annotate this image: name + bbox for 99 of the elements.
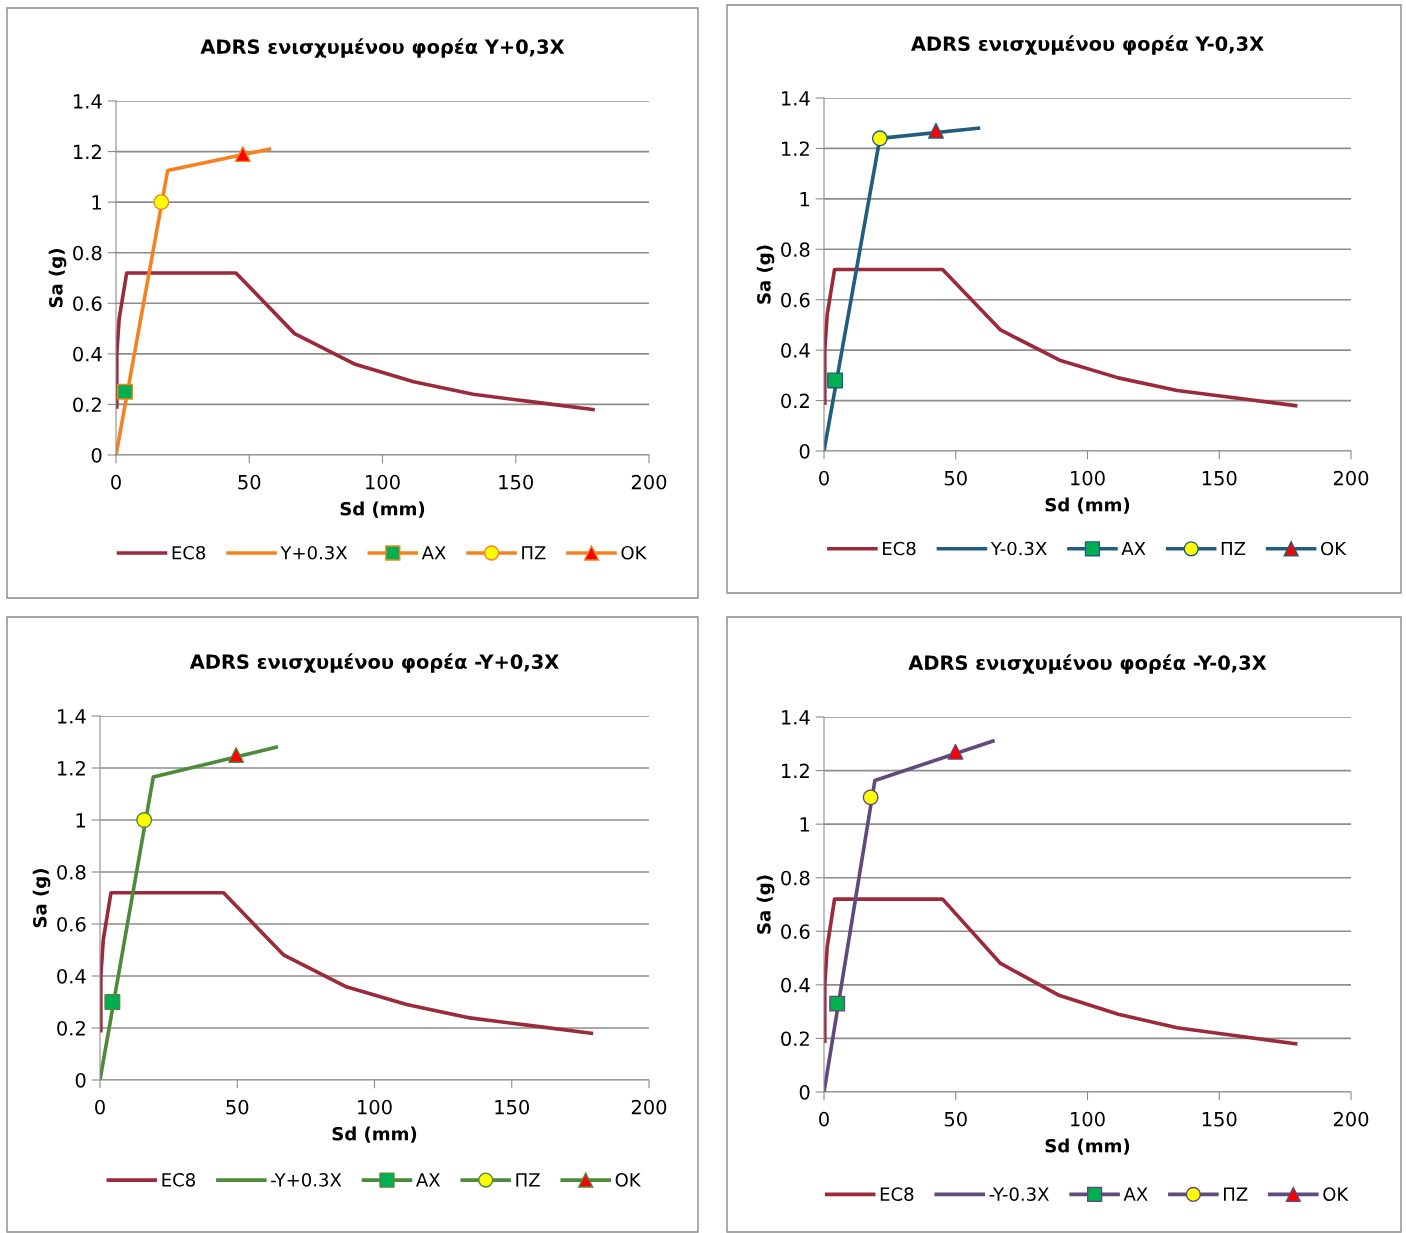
point bbox=[117, 383, 134, 400]
x-axis-title: Sd (mm) bbox=[1045, 497, 1130, 514]
y-tick-label: 1.2 bbox=[782, 763, 809, 778]
legend-label: ΟΚ bbox=[615, 1173, 642, 1187]
x-tick-label: 200 bbox=[631, 474, 667, 490]
x-tick-label: 150 bbox=[495, 1099, 530, 1115]
point bbox=[928, 122, 944, 139]
legend-label: -Y+0.3X bbox=[271, 1173, 342, 1187]
x-tick-label: 200 bbox=[1333, 1111, 1369, 1127]
y-tick-label: 0.8 bbox=[73, 245, 102, 261]
line-series bbox=[824, 897, 1298, 1046]
point bbox=[827, 372, 844, 389]
legend-label: ΠΖ bbox=[1224, 1187, 1248, 1201]
point bbox=[153, 194, 170, 211]
y-tick-label: 0.4 bbox=[57, 968, 86, 984]
x-tick-label: 100 bbox=[366, 474, 400, 490]
x-tick-label: 150 bbox=[499, 474, 534, 490]
legend-label: ΑΧ bbox=[416, 1173, 441, 1187]
point bbox=[136, 812, 153, 828]
point bbox=[829, 995, 846, 1012]
y-tick-label: 0.2 bbox=[73, 397, 101, 413]
legend-label: EC8 bbox=[883, 541, 916, 556]
y-axis-title: Sa (g) bbox=[756, 875, 775, 934]
legend-label: ΠΖ bbox=[522, 546, 546, 560]
x-tick-label: 50 bbox=[238, 474, 261, 490]
y-tick-label: 1 bbox=[800, 817, 810, 832]
y-tick-label: 0 bbox=[799, 443, 810, 459]
point bbox=[234, 146, 251, 163]
point bbox=[228, 747, 245, 763]
y-tick-label: 1.2 bbox=[58, 760, 85, 776]
chart-title: ADRS ενισχυμένου φορέα -Y+0,3X bbox=[189, 653, 559, 673]
y-tick-label: 0.4 bbox=[781, 343, 810, 358]
x-tick-label: 50 bbox=[944, 1111, 967, 1127]
y-tick-label: 1.2 bbox=[74, 144, 101, 159]
legend-label: EC8 bbox=[172, 545, 206, 560]
x-tick-label: 200 bbox=[1333, 470, 1369, 486]
y-tick-label: 0.6 bbox=[73, 296, 102, 311]
y-tick-label: 1.4 bbox=[74, 94, 102, 109]
x-tick-label: 100 bbox=[1071, 1111, 1105, 1127]
legend-label: EC8 bbox=[880, 1187, 914, 1201]
x-tick-label: 200 bbox=[631, 1099, 667, 1115]
x-tick-label: 0 bbox=[111, 474, 121, 490]
x-tick-label: 0 bbox=[819, 1111, 829, 1127]
y-tick-label: 0.4 bbox=[781, 977, 810, 993]
point bbox=[947, 743, 964, 760]
y-axis-title: Sa (g) bbox=[756, 245, 775, 304]
y-tick-label: 1.4 bbox=[58, 709, 86, 724]
y-axis-title: Sa (g) bbox=[32, 869, 51, 928]
y-tick-label: 0.2 bbox=[57, 1020, 85, 1036]
line-series bbox=[824, 267, 1298, 408]
y-tick-label: 0.8 bbox=[57, 864, 86, 880]
y-tick-label: 0.8 bbox=[781, 242, 810, 257]
point bbox=[871, 130, 888, 147]
y-tick-label: 1.2 bbox=[782, 141, 809, 156]
line-series bbox=[100, 890, 594, 1036]
line-series bbox=[116, 271, 595, 412]
y-tick-label: 0.6 bbox=[781, 924, 810, 939]
y-tick-label: 1.4 bbox=[782, 91, 810, 106]
x-axis-title: Sd (mm) bbox=[332, 1126, 417, 1143]
y-tick-label: 1 bbox=[76, 813, 86, 828]
x-tick-label: 0 bbox=[819, 470, 829, 486]
y-tick-label: 0 bbox=[75, 1072, 86, 1088]
y-axis-title: Sa (g) bbox=[48, 249, 67, 308]
legend-label: ΟΚ bbox=[1321, 541, 1347, 556]
legend-label: Y+0.3X bbox=[280, 545, 348, 560]
y-tick-label: 1 bbox=[92, 195, 102, 210]
legend-label: ΑΧ bbox=[1121, 541, 1146, 556]
x-axis-title: Sd (mm) bbox=[340, 501, 425, 518]
legend-label: ΑΧ bbox=[421, 546, 446, 560]
y-tick-label: 0 bbox=[799, 1084, 810, 1100]
x-tick-label: 100 bbox=[358, 1099, 392, 1115]
legend-label: ΟΚ bbox=[621, 545, 647, 560]
y-tick-label: 1 bbox=[800, 192, 810, 207]
y-tick-label: 0.2 bbox=[781, 1031, 809, 1047]
y-tick-label: 1.4 bbox=[782, 710, 810, 725]
y-tick-label: 0.6 bbox=[57, 916, 86, 932]
y-tick-label: 0.6 bbox=[781, 292, 810, 308]
legend-label: ΑΧ bbox=[1123, 1187, 1148, 1201]
chart-title: ADRS ενισχυμένου φορέα Y+0,3X bbox=[200, 38, 565, 58]
x-tick-label: 150 bbox=[1202, 1111, 1237, 1127]
legend-label: Y-0.3X bbox=[990, 541, 1047, 556]
y-tick-label: 0 bbox=[91, 447, 102, 463]
x-tick-label: 150 bbox=[1202, 470, 1237, 486]
x-tick-label: 50 bbox=[944, 470, 967, 486]
legend-label: ΠΖ bbox=[516, 1173, 540, 1187]
x-tick-label: 100 bbox=[1071, 470, 1105, 486]
y-tick-label: 0.8 bbox=[781, 870, 810, 886]
legend-label: EC8 bbox=[162, 1173, 195, 1187]
y-tick-label: 0.4 bbox=[73, 346, 102, 362]
legend-label: ΠΖ bbox=[1221, 541, 1246, 556]
x-axis-title: Sd (mm) bbox=[1045, 1138, 1130, 1155]
x-tick-label: 50 bbox=[226, 1099, 249, 1115]
legend-label: ΟΚ bbox=[1323, 1187, 1349, 1201]
chart-title: ADRS ενισχυμένου φορέα Y-0,3X bbox=[911, 35, 1264, 55]
point bbox=[104, 994, 121, 1010]
chart-title: ADRS ενισχυμένου φορέα -Y-0,3X bbox=[908, 654, 1267, 674]
y-tick-label: 0.2 bbox=[781, 393, 809, 409]
point bbox=[862, 789, 879, 806]
legend-label: -Y-0.3X bbox=[989, 1187, 1049, 1201]
